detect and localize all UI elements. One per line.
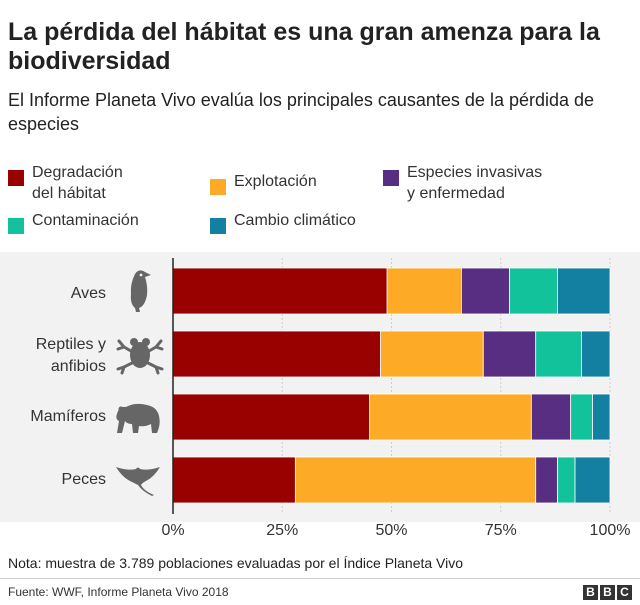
legend-label-degradacion: Degradación del hábitat xyxy=(32,164,123,202)
legend-swatch-cambio-climatico xyxy=(210,218,226,234)
bar-segment xyxy=(570,393,593,441)
bbc-logo-letter: B xyxy=(600,585,615,600)
source-text: Fuente: WWF, Informe Planeta Vivo 2018 xyxy=(8,585,229,599)
bar-segment xyxy=(380,330,484,378)
bar-segment xyxy=(557,267,611,315)
bar-segment xyxy=(574,456,611,504)
bar-segment xyxy=(172,456,296,504)
bar-segment xyxy=(386,267,462,315)
bar-segment xyxy=(172,267,388,315)
bird-icon xyxy=(130,270,151,312)
bar-segment xyxy=(461,267,510,315)
chart-note: Nota: muestra de 3.789 poblaciones evalu… xyxy=(8,555,464,571)
bar-segment xyxy=(535,330,582,378)
legend-swatch-explotacion xyxy=(210,179,226,195)
x-tick-label: 50% xyxy=(375,522,408,539)
legend-swatch-invasivas xyxy=(383,170,399,186)
bear-icon xyxy=(116,403,160,433)
legend-swatch-contaminacion xyxy=(8,218,24,234)
legend-label-explotacion: Explotación xyxy=(234,173,317,190)
bar-segment xyxy=(530,393,572,441)
bar-segment xyxy=(557,456,576,504)
manta-ray-icon xyxy=(116,467,160,496)
bar-segment xyxy=(482,330,537,378)
bar-segment xyxy=(294,456,537,504)
bar-segment xyxy=(172,330,381,378)
category-label-mamiferos: Mamíferos xyxy=(30,408,106,425)
category-label-peces: Peces xyxy=(61,471,106,488)
chart-subtitle: El Informe Planeta Vivo evalúa los princ… xyxy=(8,90,595,134)
x-tick-label: 75% xyxy=(484,522,517,539)
legend-item-cambio-climatico: Cambio climático xyxy=(210,210,356,234)
legend-label-cambio-climatico: Cambio climático xyxy=(234,212,356,229)
x-tick-label: 0% xyxy=(161,522,185,539)
category-label-reptiles: Reptiles y anfibios xyxy=(35,336,106,375)
bar-segment xyxy=(592,393,611,441)
bar-segment xyxy=(581,330,611,378)
legend-item-explotacion: Explotación xyxy=(210,171,317,195)
bar-segment xyxy=(535,456,558,504)
legend-label-invasivas: Especies invasivas y enfermedad xyxy=(407,164,543,202)
category-label-aves: Aves xyxy=(70,285,106,302)
legend-item-contaminacion: Contaminación xyxy=(8,210,139,234)
frog-icon xyxy=(116,338,164,375)
bar-segment xyxy=(369,393,532,441)
bbc-logo: B B C xyxy=(583,585,632,600)
bar-segment xyxy=(172,393,371,441)
x-tick-label: 100% xyxy=(589,522,631,539)
footer-divider xyxy=(0,578,640,579)
bar-segment xyxy=(509,267,558,315)
legend-item-invasivas: Especies invasivas y enfermedad xyxy=(383,162,542,204)
bbc-logo-letter: C xyxy=(617,585,632,600)
chart-title: La pérdida del hábitat es una gran amenz… xyxy=(8,18,600,75)
legend-label-contaminacion: Contaminación xyxy=(32,212,139,229)
x-tick-label: 25% xyxy=(266,522,299,539)
legend-item-degradacion: Degradación del hábitat xyxy=(8,162,123,204)
bbc-logo-letter: B xyxy=(583,585,598,600)
legend-swatch-degradacion xyxy=(8,170,24,186)
